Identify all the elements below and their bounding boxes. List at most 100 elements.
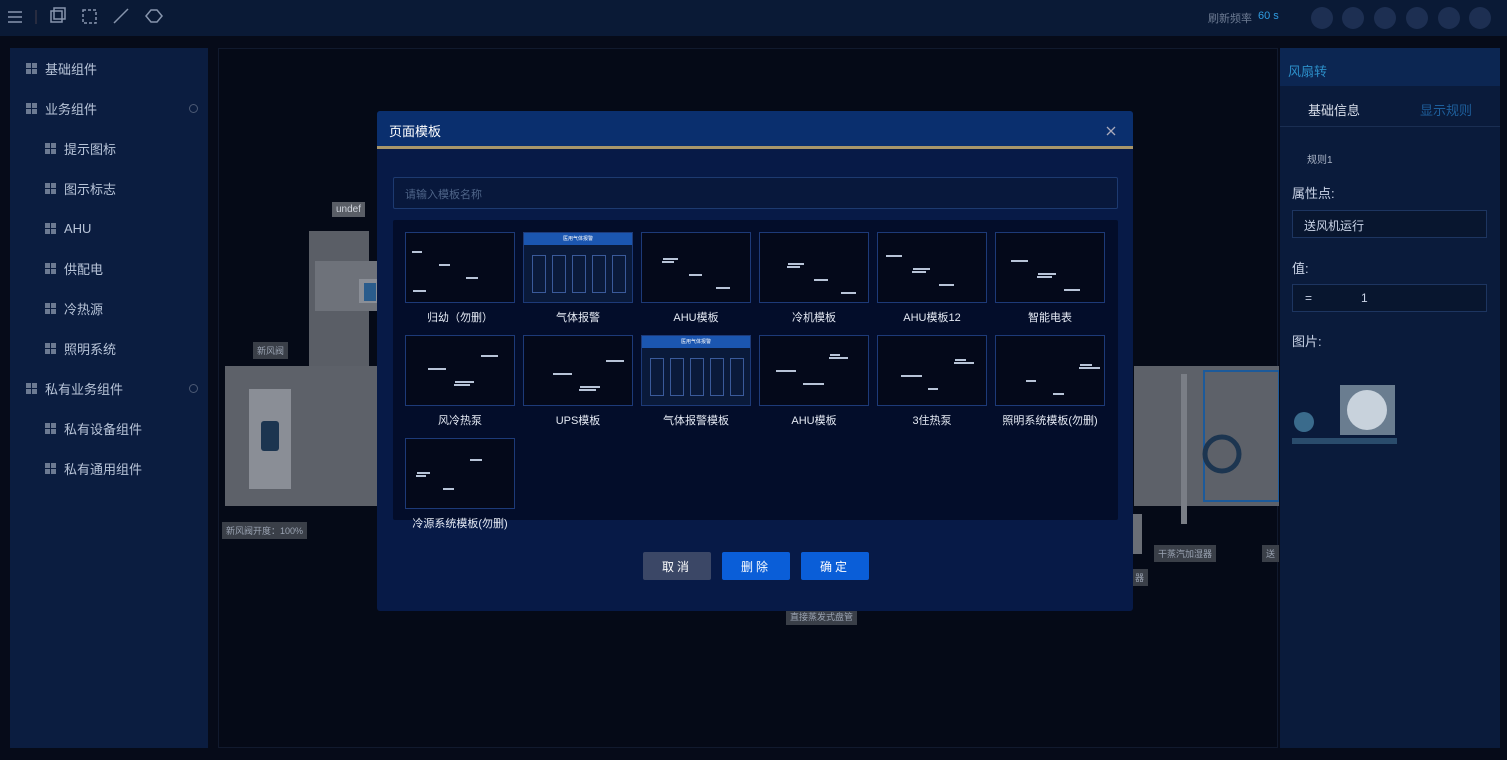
menu-item[interactable]: 提示图标 [10, 128, 208, 168]
template-thumbnail[interactable] [759, 335, 869, 406]
template-thumbnail[interactable]: 医用气体报警 [523, 232, 633, 303]
template-name[interactable]: 风冷热泵 [438, 415, 482, 427]
menu-label: 图示标志 [64, 181, 117, 197]
thumb-line [1080, 364, 1092, 366]
thumb-block [612, 255, 626, 293]
close-button[interactable] [1105, 125, 1117, 137]
rule-name[interactable]: 规则1 [1307, 155, 1333, 166]
menu-label: 私有设备组件 [64, 421, 143, 437]
template-thumbnail[interactable] [877, 232, 987, 303]
menu-group[interactable]: 基础组件 [10, 48, 208, 88]
template-thumbnail[interactable] [995, 232, 1105, 303]
menu-item[interactable]: 供配电 [10, 248, 208, 288]
search-input[interactable] [393, 177, 1118, 209]
template-thumbnail[interactable] [405, 232, 515, 303]
thumb-line [416, 475, 426, 477]
thumb-line [886, 255, 902, 257]
thumb-block [552, 255, 566, 293]
menu-icon [26, 62, 37, 74]
tab[interactable]: 基础信息 [1308, 103, 1361, 118]
template-name[interactable]: AHU模板12 [903, 312, 961, 324]
template-thumbnail[interactable] [523, 335, 633, 406]
dialog-button[interactable]: 确定 [801, 552, 869, 580]
thumb-line [466, 277, 478, 279]
template-name[interactable]: UPS模板 [555, 415, 601, 427]
menu-group[interactable]: 业务组件 [10, 88, 208, 128]
thumb-line [454, 384, 470, 386]
template-thumbnail[interactable] [877, 335, 987, 406]
thumb-line [580, 386, 600, 388]
value-input[interactable] [1292, 284, 1487, 312]
menu-label: 照明系统 [64, 341, 117, 357]
template-name[interactable]: 归幼（勿删） [427, 312, 493, 324]
menu-icon [45, 182, 56, 194]
thumb-line [1064, 289, 1080, 291]
thumb-block [572, 255, 586, 293]
menu-item[interactable]: 照明系统 [10, 328, 208, 368]
dialog-button[interactable]: 删除 [722, 552, 790, 580]
dialog-title: 页面模板 [389, 124, 442, 139]
expand-icon[interactable] [189, 383, 198, 393]
operator: = [1305, 291, 1313, 305]
template-name[interactable]: AHU模板 [791, 415, 837, 427]
menu-item[interactable]: 冷热源 [10, 288, 208, 328]
tab[interactable]: 显示规则 [1420, 103, 1473, 118]
menu-label: 提示图标 [64, 141, 117, 157]
thumb-line [803, 383, 824, 385]
template-thumbnail[interactable] [759, 232, 869, 303]
refresh-label: 刷新频率 [1208, 13, 1252, 25]
thumb-block [532, 255, 546, 293]
template-name[interactable]: 3住热泵 [912, 415, 952, 427]
template-thumbnail[interactable] [641, 232, 751, 303]
template-name[interactable]: 照明系统模板(勿删) [1002, 415, 1098, 427]
menu-icon [45, 422, 56, 434]
template-name[interactable]: AHU模板 [673, 312, 719, 324]
menu-label: 基础组件 [45, 61, 98, 77]
template-thumbnail[interactable] [405, 438, 515, 509]
menu-label: 业务组件 [45, 101, 98, 117]
refresh-value: 60 s [1258, 10, 1279, 22]
menu-label: AHU [64, 220, 92, 236]
template-name[interactable]: 冷源系统模板(勿删) [412, 518, 508, 530]
dialog-button[interactable]: 取消 [643, 552, 711, 580]
menu-icon [26, 382, 37, 394]
select[interactable] [1292, 210, 1487, 238]
menu-item[interactable]: 图示标志 [10, 168, 208, 208]
menu-item[interactable]: AHU [10, 208, 208, 248]
thumb-line [481, 355, 498, 357]
template-name[interactable]: 智能电表 [1028, 312, 1072, 324]
thumb-header: 医用气体报警 [642, 336, 750, 348]
thumb-line [439, 264, 450, 266]
thumb-block [690, 358, 704, 396]
thumb-line [1026, 380, 1036, 382]
template-dialog: 页面模板 请输入模板名称 归幼（勿删） 医用气体报警 气体报警 AHU模板 冷机模板 AH… [377, 111, 1133, 611]
template-name[interactable]: 冷机模板 [792, 312, 836, 324]
menu-label: 供配电 [64, 261, 104, 277]
thumb-line [1053, 393, 1064, 395]
template-name[interactable]: 气体报警模板 [663, 415, 729, 427]
canvas-label: 新风阀开度：100% [222, 522, 308, 539]
thumb-line [689, 274, 702, 276]
thumb-line [829, 357, 848, 359]
thumb-line [470, 459, 482, 461]
thumb-line [663, 258, 678, 260]
value: 1 [1361, 291, 1368, 305]
thumb-line [553, 373, 572, 375]
menu-group[interactable]: 私有业务组件 [10, 368, 208, 408]
toolbar: 刷新频率 60 s [0, 0, 1507, 36]
thumb-line [716, 287, 730, 289]
expand-icon[interactable] [189, 103, 198, 113]
thumb-line [955, 359, 966, 361]
template-thumbnail[interactable] [405, 335, 515, 406]
sidebar: 基础组件业务组件提示图标图示标志 AHU 供配电冷热源照明系统私有业务组件私有设备组… [10, 48, 208, 748]
dialog-header [377, 111, 1133, 149]
template-thumbnail[interactable]: 医用气体报警 [641, 335, 751, 406]
toolbar-buttons[interactable] [1305, 5, 1505, 31]
template-name[interactable]: 气体报警 [556, 312, 600, 324]
menu-item[interactable]: 私有设备组件 [10, 408, 208, 448]
canvas-label: 直接蒸发式盘管 [786, 608, 858, 625]
template-thumbnail[interactable] [995, 335, 1105, 406]
fan-image [1292, 385, 1397, 444]
menu-item[interactable]: 私有通用组件 [10, 448, 208, 488]
